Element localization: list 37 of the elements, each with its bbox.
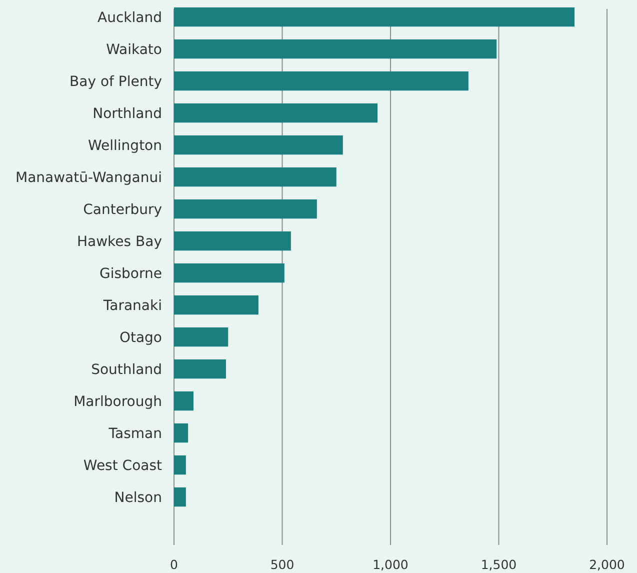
y-tick-label: Nelson — [114, 490, 162, 506]
bar — [174, 327, 228, 347]
y-tick-label: Canterbury — [83, 202, 162, 218]
bar — [174, 391, 194, 411]
y-tick-label: Gisborne — [100, 266, 162, 282]
bar — [174, 487, 186, 507]
y-tick-label: Otago — [119, 330, 162, 346]
bar — [174, 39, 497, 59]
y-tick-label: Northland — [92, 106, 162, 122]
x-tick-label: 500 — [270, 557, 294, 572]
bar — [174, 423, 188, 443]
y-tick-label: Wellington — [88, 138, 162, 154]
bar — [174, 455, 186, 475]
bar — [174, 295, 258, 315]
bar — [174, 103, 378, 123]
bar — [174, 167, 336, 187]
bar — [174, 199, 317, 219]
bar — [174, 359, 226, 379]
bar — [174, 7, 575, 27]
y-tick-label: Hawkes Bay — [77, 234, 162, 250]
bar — [174, 231, 291, 251]
bar — [174, 263, 284, 283]
y-tick-label: Auckland — [98, 10, 162, 26]
y-tick-label: Waikato — [106, 42, 162, 58]
x-tick-label: 0 — [170, 557, 178, 572]
bar — [174, 71, 468, 91]
x-tick-label: 1,500 — [480, 557, 517, 572]
y-tick-label: West Coast — [83, 458, 163, 474]
y-tick-label: Manawatū-Wanganui — [16, 170, 162, 186]
y-tick-label: Tasman — [108, 426, 162, 442]
x-tick-label: 2,000 — [589, 557, 625, 572]
y-tick-label: Marlborough — [74, 394, 162, 410]
y-tick-label: Southland — [91, 362, 162, 378]
x-tick-label: 1,000 — [372, 557, 408, 572]
y-tick-label: Taranaki — [102, 298, 162, 314]
bar — [174, 135, 343, 155]
y-tick-label: Bay of Plenty — [70, 74, 162, 90]
